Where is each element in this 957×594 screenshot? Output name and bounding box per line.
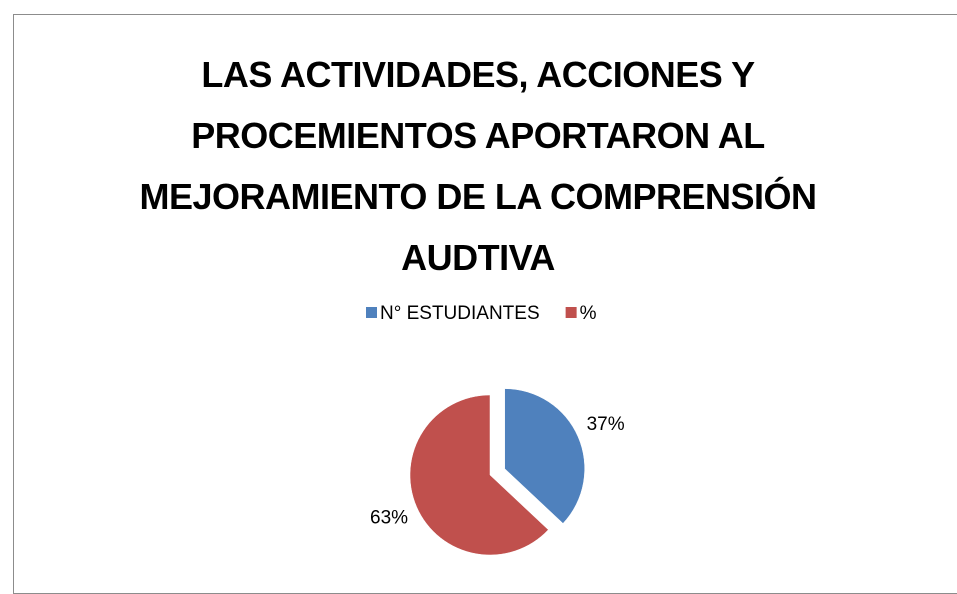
pie-slice <box>409 394 549 556</box>
data-label: 37% <box>587 414 625 435</box>
legend-swatch <box>366 307 377 318</box>
legend-label: % <box>580 303 597 324</box>
chart-title: LAS ACTIVIDADES, ACCIONES Y PROCEMIENTOS… <box>139 54 817 278</box>
pie-slice <box>504 388 585 524</box>
legend-swatch <box>565 307 577 318</box>
legend-label: N° ESTUDIANTES <box>380 303 540 324</box>
data-label: 63% <box>370 508 408 529</box>
